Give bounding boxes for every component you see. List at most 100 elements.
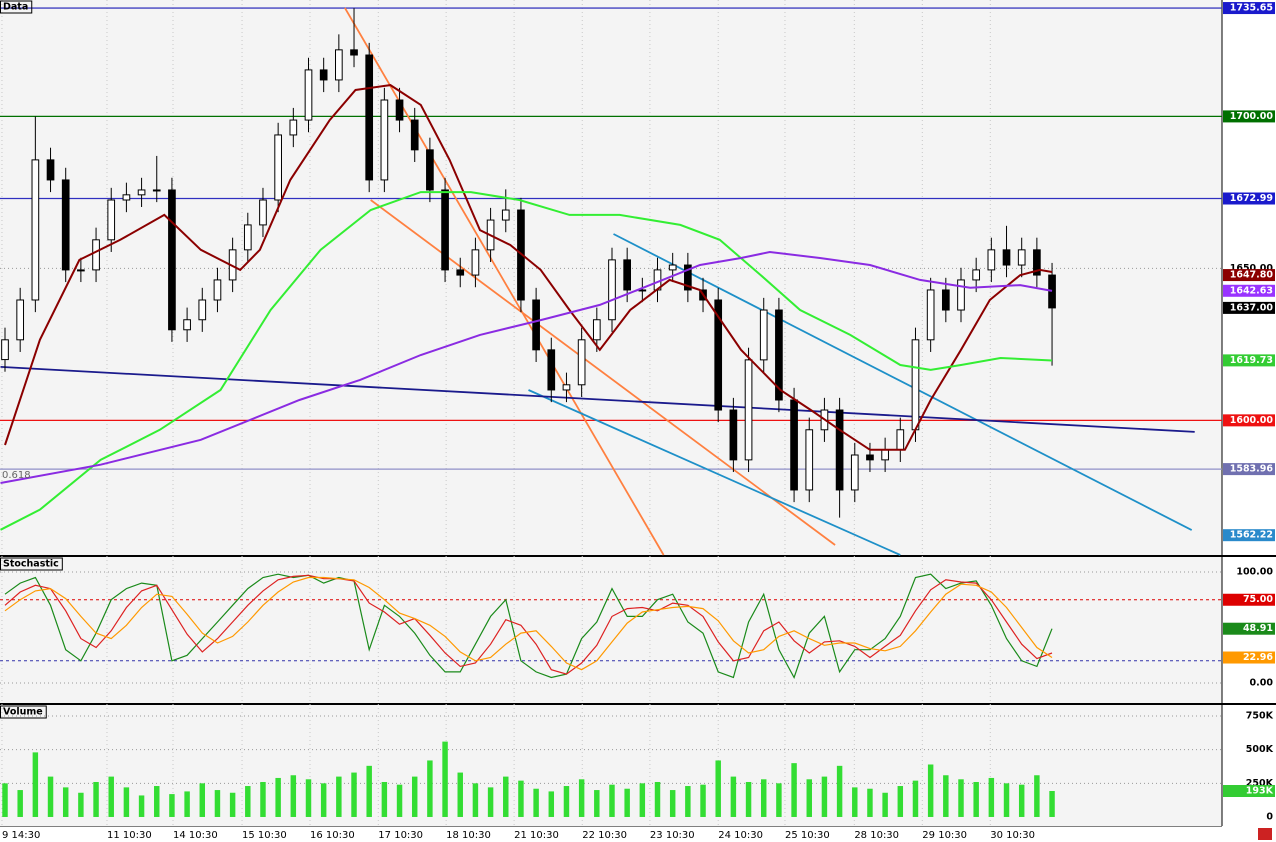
axis-label-box	[1223, 301, 1275, 314]
volume-bar	[1049, 791, 1055, 817]
candle-body	[1033, 249, 1041, 276]
y-tick-label: 1700.00	[1230, 111, 1274, 122]
candle-body	[911, 339, 920, 431]
volume-bar	[594, 790, 600, 817]
stochastic-line	[4, 576, 1053, 671]
y-tick-label: 500K	[1246, 744, 1274, 755]
y-tick-label: 48.91	[1243, 623, 1273, 634]
candle-body	[547, 349, 556, 391]
trendline	[528, 389, 901, 556]
volume-bar	[852, 787, 858, 817]
volume-bar	[973, 781, 979, 817]
volume-bar	[336, 776, 342, 817]
axis-label-box	[1223, 593, 1275, 606]
candle-body	[759, 309, 768, 361]
candle-body	[623, 259, 631, 291]
volume-bar	[776, 783, 782, 817]
panel-title: Data	[3, 2, 28, 13]
candle-body	[896, 429, 905, 451]
trendline	[0, 366, 1195, 433]
candle-body	[790, 399, 798, 491]
volume-bar	[487, 787, 494, 817]
candle-body	[350, 49, 358, 56]
volume-bar	[381, 781, 388, 817]
volume-bar	[260, 781, 266, 817]
stochastic-line	[4, 574, 1053, 675]
axis-label-box	[1223, 284, 1275, 297]
plot-background	[0, 0, 1222, 826]
candle-body	[1002, 249, 1011, 266]
panel-title: Stochastic	[3, 559, 59, 570]
y-tick-label: 1650.00	[1230, 263, 1274, 274]
volume-bar	[700, 784, 706, 817]
candle-body	[61, 179, 70, 271]
volume-bar	[442, 741, 448, 817]
volume-bar	[472, 783, 479, 817]
candle-body	[714, 299, 723, 411]
volume-bar	[715, 760, 721, 817]
x-tick-label: 25 10:30	[785, 830, 830, 841]
volume-bar	[548, 791, 555, 817]
moving-average	[0, 250, 1053, 484]
trendline	[613, 233, 1193, 531]
candle-body	[501, 209, 510, 221]
candle-body	[92, 239, 100, 271]
volume-bar	[760, 779, 767, 817]
stochastic-line	[4, 573, 1053, 679]
volume-bar	[745, 781, 752, 817]
volume-bar	[730, 776, 737, 817]
volume-bar	[867, 788, 873, 817]
y-tick-label: 1672.99	[1230, 193, 1273, 204]
volume-bar	[624, 788, 630, 817]
candle-body	[77, 269, 85, 272]
volume-bar	[47, 776, 54, 817]
candle-body	[198, 299, 207, 321]
y-tick-label: 1562.22	[1230, 530, 1273, 541]
y-tick-label: 750K	[1246, 711, 1274, 722]
candle-body	[274, 134, 282, 201]
x-tick-label: 30 10:30	[990, 830, 1035, 841]
volume-bar	[669, 790, 676, 817]
volume-bar	[411, 776, 418, 817]
volume-bar	[123, 787, 130, 817]
volume-bar	[912, 780, 919, 817]
x-tick-label: 29 10:30	[922, 830, 967, 841]
volume-bar	[320, 783, 327, 817]
y-tick-label: 0	[1266, 811, 1273, 822]
volume-bar	[184, 791, 190, 817]
volume-bar	[169, 794, 175, 817]
volume-bar	[821, 776, 828, 817]
candle-body	[289, 119, 298, 136]
moving-average	[0, 191, 1053, 531]
panel-title-box	[0, 705, 47, 719]
candle-body	[183, 319, 191, 331]
candle-body	[46, 159, 55, 181]
volume-bar	[366, 765, 372, 817]
candle-body	[608, 259, 616, 321]
y-tick-label: 1583.96	[1230, 464, 1274, 475]
axis-label-box	[1223, 2, 1275, 15]
y-tick-label: 75.00	[1243, 594, 1273, 605]
axis-label-box	[1223, 785, 1275, 798]
candle-body	[259, 199, 267, 226]
candle-body	[365, 54, 374, 181]
axis-label-box	[1223, 414, 1275, 427]
volume-bar	[275, 777, 281, 817]
x-tick-label: 14 10:30	[173, 830, 218, 841]
y-tick-label: 1735.65	[1230, 3, 1273, 14]
candle-body	[577, 339, 586, 386]
y-tick-label: 0.00	[1250, 678, 1274, 689]
corner-button[interactable]	[1258, 828, 1272, 840]
candle-body	[668, 264, 677, 271]
candle-body	[107, 199, 116, 241]
x-tick-label: 22 10:30	[582, 830, 627, 841]
volume-bar	[214, 790, 221, 817]
candle-body	[380, 99, 389, 181]
x-tick-label: 28 10:30	[854, 830, 899, 841]
candle-body	[213, 279, 222, 301]
volume-bar	[93, 781, 99, 817]
volume-bar	[108, 776, 114, 817]
candle-body	[881, 449, 889, 461]
candle-body	[122, 194, 131, 201]
moving-average	[4, 84, 1053, 451]
